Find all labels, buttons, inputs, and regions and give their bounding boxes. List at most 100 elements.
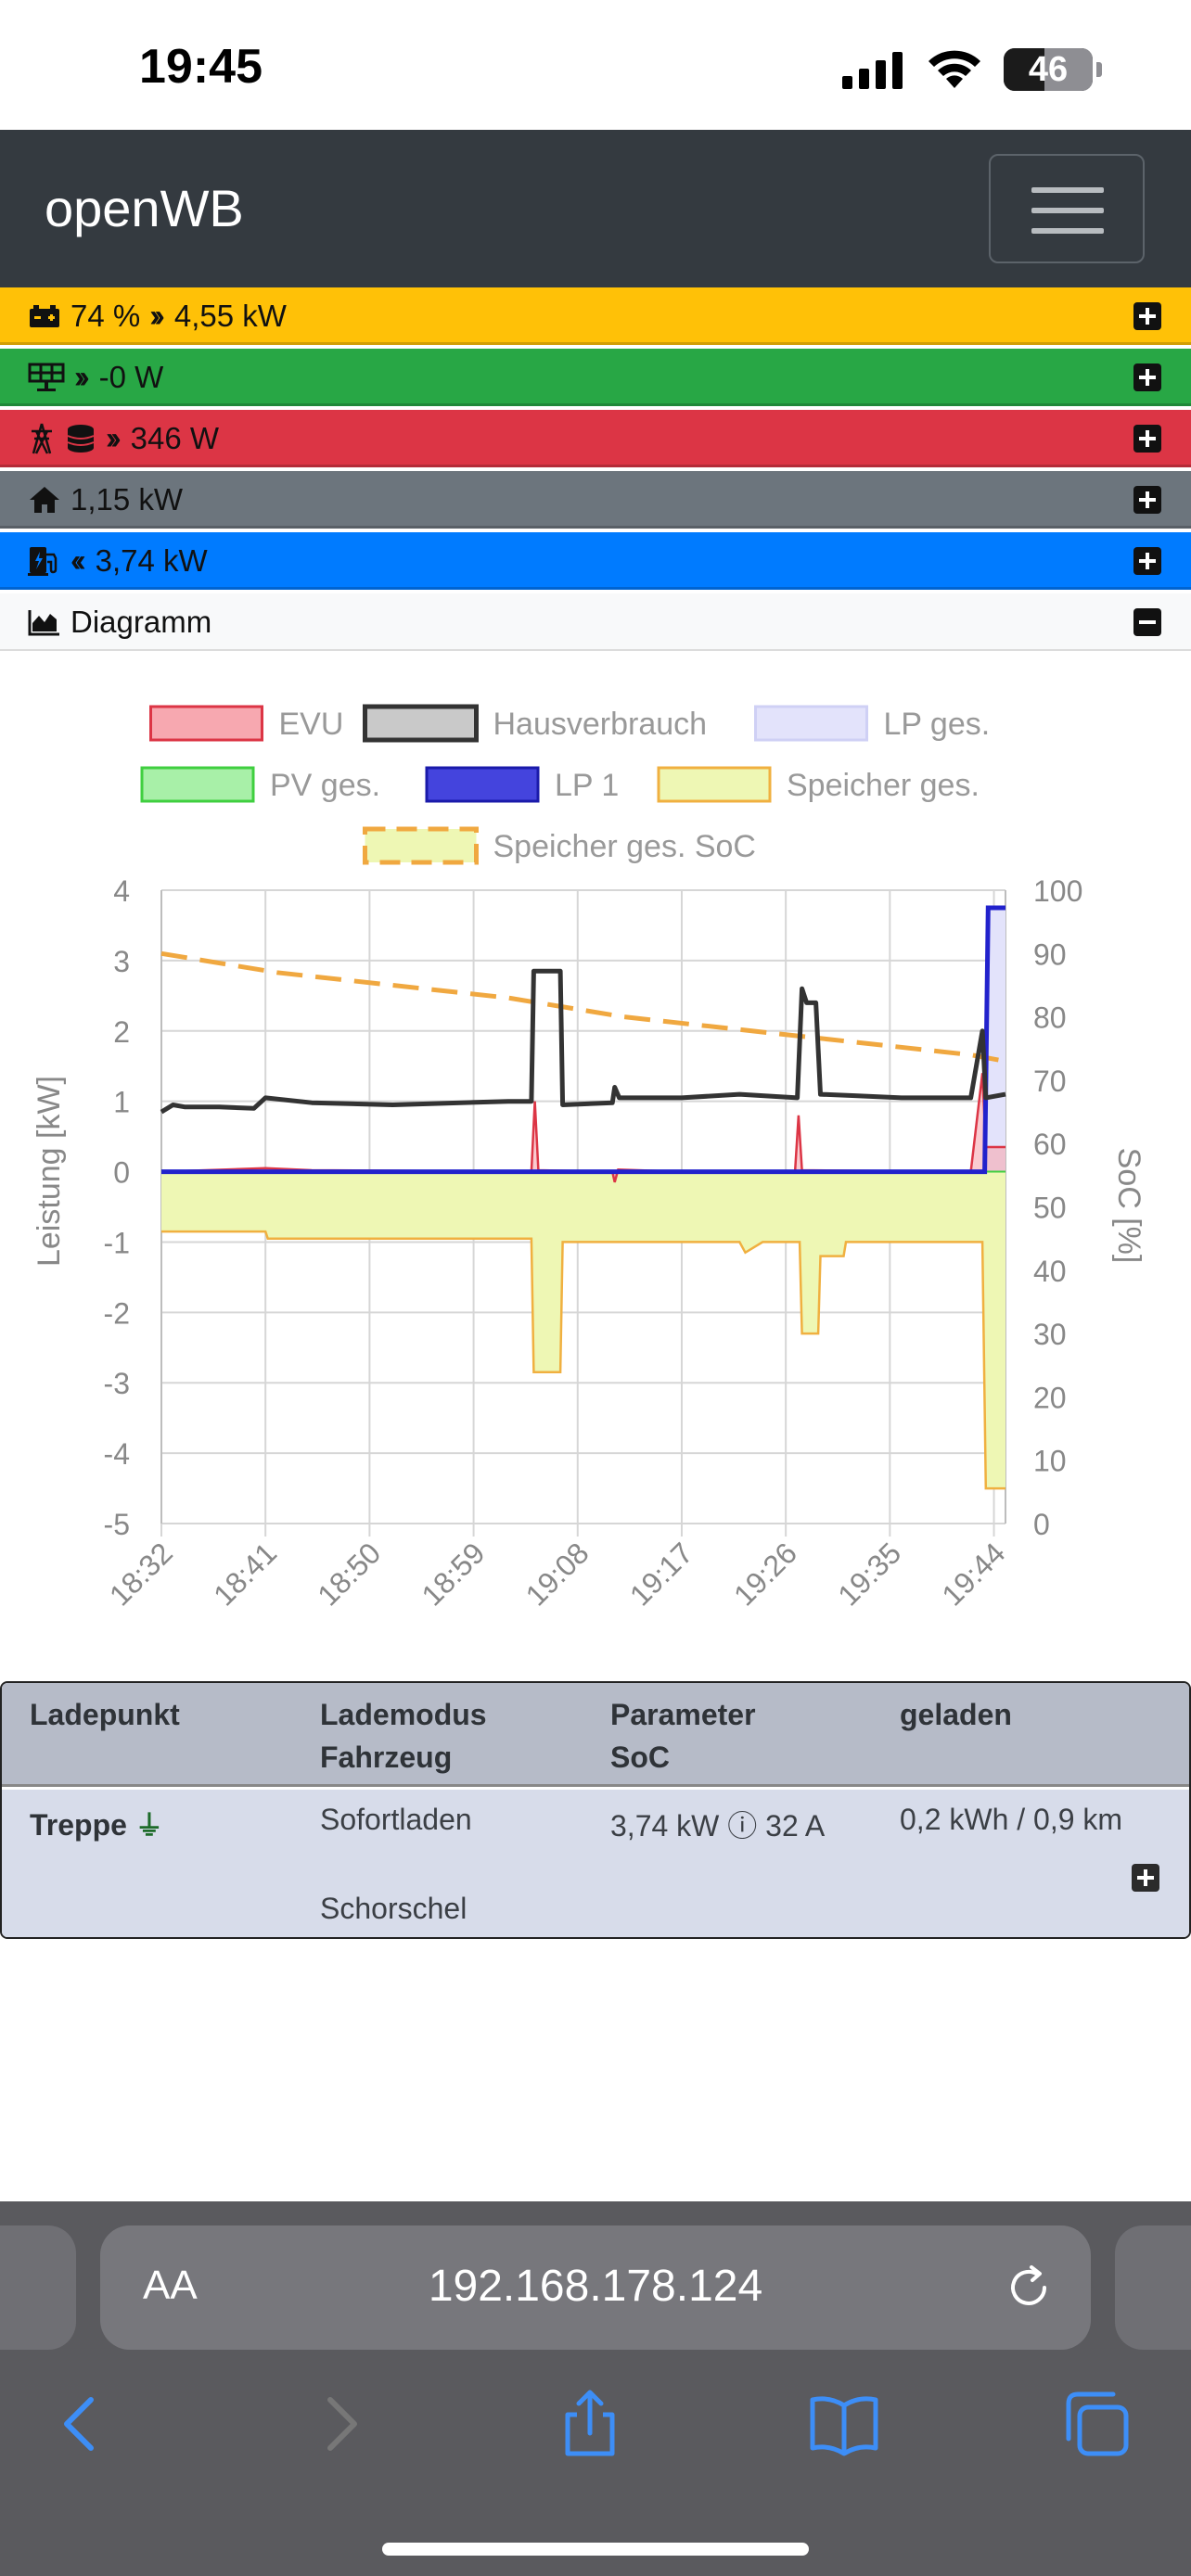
y2-tick-label: 0 xyxy=(1033,1508,1050,1541)
hamburger-icon xyxy=(1031,187,1104,193)
legend-item: LP 1 xyxy=(425,766,619,803)
chart-areas xyxy=(161,908,1005,1489)
x-tick-label: 18:50 xyxy=(311,1536,387,1612)
expand-pv-icon[interactable] xyxy=(1133,363,1161,391)
hamburger-bar xyxy=(1031,228,1104,234)
battery-level: 46 xyxy=(1028,49,1069,89)
battery-status-row[interactable]: 74 % ›› 4,55 kW xyxy=(0,287,1191,345)
chargepoint-power: 3,74 kW xyxy=(95,543,208,578)
collapse-diagram-icon[interactable] xyxy=(1133,608,1161,636)
charge-params: 3,74 kW ⓘ 32 A xyxy=(610,1809,826,1843)
x-tick-label: 19:17 xyxy=(623,1536,699,1612)
chargepoint-status-row[interactable]: ‹‹ 3,74 kW xyxy=(0,532,1191,590)
legend-swatch xyxy=(363,704,479,743)
address-bar[interactable]: AA 192.168.178.124 xyxy=(100,2225,1091,2350)
next-tab-preview[interactable] xyxy=(1115,2225,1191,2350)
legend-label: EVU xyxy=(279,707,344,742)
reader-settings-button[interactable]: AA xyxy=(143,2263,198,2308)
y2-tick-label: 60 xyxy=(1033,1128,1067,1161)
charge-mode[interactable]: Sofortladen xyxy=(320,1803,472,1836)
legend-label: LP ges. xyxy=(884,707,991,742)
evu-line xyxy=(160,1073,1005,1183)
reload-icon[interactable] xyxy=(1004,2263,1054,2313)
hausverbrauch-line xyxy=(160,968,1006,1115)
y2-axis-label: SoC [%] xyxy=(1111,1148,1146,1264)
power-tower-icon xyxy=(32,423,52,454)
menu-toggle-button[interactable] xyxy=(989,154,1145,263)
house-power: 1,15 kW xyxy=(70,482,184,516)
grid-status-row[interactable]: ›› 346 W xyxy=(0,410,1191,467)
x-tick-label: 19:35 xyxy=(831,1536,907,1612)
header-soc: SoC xyxy=(610,1741,670,1774)
speicher-line xyxy=(161,1230,1005,1490)
legend-label: Hausverbrauch xyxy=(493,707,708,742)
lp1-line xyxy=(161,905,1005,1175)
header-lademodus: Lademodus xyxy=(320,1698,487,1731)
y-tick-label: -1 xyxy=(104,1226,130,1259)
expand-battery-icon[interactable] xyxy=(1133,302,1161,330)
chargepoint-name: Treppe ⏚ xyxy=(30,1803,163,1843)
x-tick-label: 19:44 xyxy=(935,1536,1011,1612)
x-tick-label: 18:41 xyxy=(207,1536,283,1612)
header-ladepunkt: Ladepunkt xyxy=(30,1698,180,1731)
y-tick-label: 0 xyxy=(113,1156,130,1190)
legend-label: Speicher ges. xyxy=(787,768,980,803)
diagram-label: Diagramm xyxy=(70,605,212,639)
coins-icon xyxy=(67,425,95,453)
home-icon xyxy=(30,487,59,513)
y-tick-label: 2 xyxy=(113,1015,130,1049)
solar-panel-icon xyxy=(28,363,65,391)
legend-swatch xyxy=(363,826,479,865)
y2-tick-label: 20 xyxy=(1033,1381,1067,1414)
expand-chargepoint-icon[interactable] xyxy=(1133,547,1161,575)
bookmarks-icon[interactable] xyxy=(807,2387,881,2461)
tabs-icon[interactable] xyxy=(1059,2387,1133,2461)
table-row[interactable]: Treppe ⏚ Sofortladen Schorschel 3,74 kW … xyxy=(2,1790,1189,1937)
pv-status-row[interactable]: ›› -0 W xyxy=(0,349,1191,406)
x-tick-label: 18:59 xyxy=(415,1536,491,1612)
legend-label: LP 1 xyxy=(555,768,619,803)
previous-tab-preview[interactable] xyxy=(0,2225,76,2350)
browser-toolbar: AA 192.168.178.124 xyxy=(0,2201,1191,2576)
expand-row-icon[interactable] xyxy=(1132,1864,1159,1892)
expand-grid-icon[interactable] xyxy=(1133,425,1161,453)
speicher-soc-line xyxy=(160,950,1006,1064)
table-header: Ladepunkt Lademodus Fahrzeug Parameter S… xyxy=(2,1683,1189,1787)
y2-tick-label: 80 xyxy=(1033,1001,1067,1035)
battery-indicator: 46 xyxy=(1004,48,1093,91)
x-tick-label: 18:32 xyxy=(103,1536,179,1612)
y-tick-label: -5 xyxy=(104,1508,130,1541)
url-text[interactable]: 192.168.178.124 xyxy=(428,2262,763,2311)
header-parameter: Parameter xyxy=(610,1698,756,1731)
charging-station-icon xyxy=(28,547,58,576)
back-icon[interactable] xyxy=(45,2387,119,2461)
forward-icon[interactable] xyxy=(302,2387,377,2461)
charge-arrow-icon: ‹‹ xyxy=(70,542,85,579)
legend-item: PV ges. xyxy=(140,766,380,803)
expand-house-icon[interactable] xyxy=(1133,486,1161,514)
house-status-row[interactable]: 1,15 kW xyxy=(0,471,1191,529)
brand-title[interactable]: openWB xyxy=(45,179,244,237)
legend-item: Speicher ges. SoC xyxy=(363,826,757,865)
diagram-header-row[interactable]: Diagramm xyxy=(0,593,1191,651)
legend-label: Speicher ges. SoC xyxy=(493,829,757,864)
legend-swatch xyxy=(754,705,868,742)
legend-item: EVU xyxy=(149,705,344,742)
legend-item: Hausverbrauch xyxy=(363,704,708,743)
share-icon[interactable] xyxy=(553,2387,627,2461)
vehicle-name: Schorschel xyxy=(320,1892,467,1925)
status-bar: 19:45 46 xyxy=(0,0,1191,130)
wifi-icon xyxy=(928,50,980,88)
chargepoint-table: Ladepunkt Lademodus Fahrzeug Parameter S… xyxy=(0,1681,1191,1939)
lp-ges-area xyxy=(161,908,1005,1172)
y2-tick-label: 50 xyxy=(1033,1192,1067,1225)
navbar: openWB xyxy=(0,130,1191,287)
home-indicator xyxy=(382,2543,809,2556)
y-tick-label: 4 xyxy=(113,874,130,908)
area-chart-icon xyxy=(28,610,59,636)
legend-item: LP ges. xyxy=(754,705,991,742)
y2-tick-label: 90 xyxy=(1033,937,1067,971)
y-tick-label: -2 xyxy=(104,1296,130,1330)
grid-arrow-icon: ›› xyxy=(106,420,121,456)
battery-tip xyxy=(1096,62,1102,77)
